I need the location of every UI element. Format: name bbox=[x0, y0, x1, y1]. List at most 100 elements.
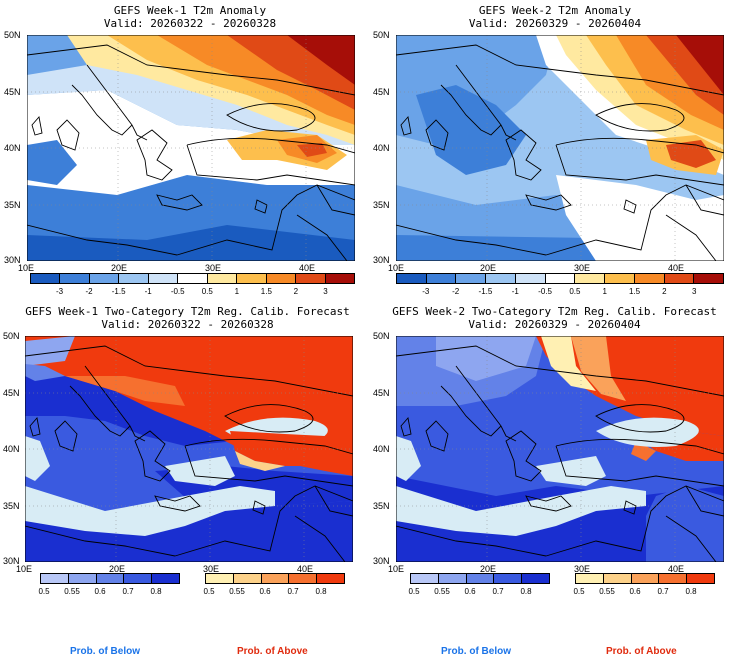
colorbar-tick-label: 0.7 bbox=[492, 587, 504, 596]
colorbar-swatch bbox=[237, 274, 267, 283]
colorbar-tick-label: 2 bbox=[293, 287, 299, 296]
lat-label-45n: 45N bbox=[373, 87, 390, 97]
colorbar-swatch bbox=[438, 574, 467, 583]
lon-label-30e: 30E bbox=[203, 564, 220, 574]
anomaly-colorbar-week1 bbox=[30, 273, 355, 284]
prob-below-colorbar-week1 bbox=[40, 573, 180, 584]
lon-label-10e: 10E bbox=[388, 263, 405, 273]
colorbar-tick-label: 0.6 bbox=[94, 587, 106, 596]
colorbar-swatch bbox=[466, 574, 495, 583]
panel-title-week2-anomaly: GEFS Week-2 T2m Anomaly Valid: 20260329 -… bbox=[468, 4, 642, 30]
colorbar-swatch bbox=[119, 274, 149, 283]
lon-label-20e: 20E bbox=[480, 263, 497, 273]
colorbar-swatch bbox=[456, 274, 487, 283]
caption-prob-below-week1: Prob. of Below bbox=[70, 646, 140, 657]
lon-label-20e: 20E bbox=[480, 564, 497, 574]
colorbar-swatch bbox=[575, 274, 606, 283]
lat-label-40n: 40N bbox=[4, 143, 21, 153]
colorbar-tick-label: 0.7 bbox=[122, 587, 134, 596]
lat-label-50n: 50N bbox=[3, 331, 20, 341]
colorbar-tick-label: -1.5 bbox=[111, 287, 126, 296]
lon-label-20e: 20E bbox=[109, 564, 126, 574]
prob-below-colorbar-week2 bbox=[410, 573, 550, 584]
lat-label-45n: 45N bbox=[4, 87, 21, 97]
colorbar-tick-label: 1 bbox=[234, 287, 240, 296]
colorbar-tick-label: 2 bbox=[662, 287, 667, 296]
lat-label-45n: 45N bbox=[3, 388, 20, 398]
prob-above-colorbar-week1 bbox=[205, 573, 345, 584]
colorbar-swatch bbox=[317, 574, 344, 583]
colorbar-tick-label: 3 bbox=[691, 287, 697, 296]
colorbar-swatch bbox=[289, 574, 318, 583]
colorbar-swatch bbox=[631, 574, 660, 583]
panel-title-week1-anomaly: GEFS Week-1 T2m Anomaly Valid: 20260322 -… bbox=[103, 4, 277, 30]
lat-label-35n: 35N bbox=[4, 200, 21, 210]
colorbar-tick-label: -2 bbox=[452, 287, 460, 296]
colorbar-tick-label: -1 bbox=[511, 287, 519, 296]
caption-prob-below-week2: Prob. of Below bbox=[441, 646, 511, 657]
lat-label-30n: 30N bbox=[4, 255, 21, 265]
colorbar-swatch bbox=[206, 574, 234, 583]
lon-label-10e: 10E bbox=[16, 564, 33, 574]
colorbar-swatch bbox=[89, 274, 120, 283]
lat-label-35n: 35N bbox=[373, 501, 390, 511]
colorbar-tick-label: 0.6 bbox=[464, 587, 476, 596]
lon-label-30e: 30E bbox=[205, 263, 222, 273]
colorbar-swatch bbox=[664, 274, 695, 283]
colorbar-swatch bbox=[207, 274, 238, 283]
colorbar-swatch bbox=[605, 274, 635, 283]
colorbar-swatch bbox=[545, 274, 576, 283]
colorbar-swatch bbox=[603, 574, 632, 583]
lon-label-20e: 20E bbox=[111, 263, 128, 273]
lat-label-50n: 50N bbox=[373, 30, 390, 40]
panel-title-week1-prob: GEFS Week-1 Two-Category T2m Reg. Calib.… bbox=[25, 305, 350, 331]
colorbar-swatch bbox=[41, 574, 69, 583]
panel-title-week2-prob: GEFS Week-2 Two-Category T2m Reg. Calib.… bbox=[392, 305, 717, 331]
map-week2-probability bbox=[396, 336, 724, 562]
colorbar-swatch bbox=[515, 274, 546, 283]
map-week1-probability bbox=[25, 336, 353, 562]
colorbar-swatch bbox=[576, 574, 604, 583]
colorbar-swatch bbox=[486, 274, 516, 283]
lat-label-40n: 40N bbox=[3, 444, 20, 454]
colorbar-tick-label: 0.8 bbox=[150, 587, 162, 596]
colorbar-tick-label: 0.8 bbox=[520, 587, 532, 596]
colorbar-swatch bbox=[659, 574, 688, 583]
map-week1-anomaly bbox=[27, 35, 355, 261]
colorbar-swatch bbox=[411, 574, 439, 583]
colorbar-tick-label: -3 bbox=[422, 287, 430, 296]
colorbar-tick-label: 0.5 bbox=[38, 587, 50, 596]
colorbar-tick-label: 1 bbox=[602, 287, 607, 296]
colorbar-swatch bbox=[96, 574, 125, 583]
colorbar-tick-label: 0.5 bbox=[408, 587, 420, 596]
lat-label-30n: 30N bbox=[373, 255, 390, 265]
lat-label-40n: 40N bbox=[373, 444, 390, 454]
colorbar-tick-label: 1.5 bbox=[628, 287, 641, 296]
map-week2-anomaly bbox=[396, 35, 724, 261]
colorbar-tick-label: 0.5 bbox=[201, 287, 213, 296]
colorbar-swatch bbox=[31, 274, 61, 283]
colorbar-tick-label: 0.55 bbox=[229, 587, 245, 596]
colorbar-tick-label: 0.6 bbox=[259, 587, 271, 596]
lat-label-30n: 30N bbox=[3, 556, 20, 566]
colorbar-swatch bbox=[233, 574, 262, 583]
colorbar-tick-label: 0.55 bbox=[599, 587, 615, 596]
lon-label-10e: 10E bbox=[388, 564, 405, 574]
colorbar-tick-label: 0.5 bbox=[573, 587, 585, 596]
colorbar-tick-label: 0.8 bbox=[315, 587, 327, 596]
colorbar-swatch bbox=[261, 574, 290, 583]
colorbar-swatch bbox=[426, 274, 457, 283]
lat-label-45n: 45N bbox=[373, 388, 390, 398]
colorbar-tick-label: 0.5 bbox=[569, 287, 581, 296]
colorbar-swatch bbox=[60, 274, 90, 283]
lat-label-50n: 50N bbox=[373, 331, 390, 341]
colorbar-tick-label: 0.7 bbox=[287, 587, 299, 596]
colorbar-swatch bbox=[634, 274, 665, 283]
colorbar-swatch bbox=[148, 274, 179, 283]
colorbar-tick-label: 0.55 bbox=[64, 587, 80, 596]
colorbar-swatch bbox=[687, 574, 714, 583]
colorbar-tick-label: -1 bbox=[144, 287, 152, 296]
colorbar-swatch bbox=[522, 574, 549, 583]
lat-label-35n: 35N bbox=[373, 200, 390, 210]
lat-label-40n: 40N bbox=[373, 143, 390, 153]
